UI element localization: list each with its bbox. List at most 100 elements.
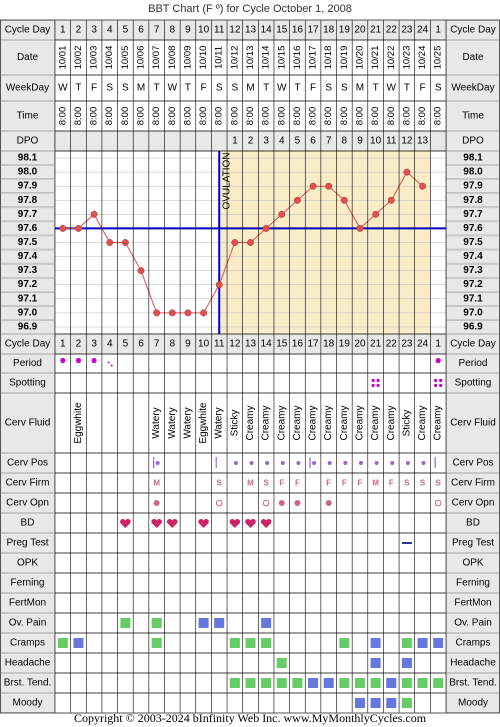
cycle-day-cell-bottom-bg <box>55 334 71 354</box>
cerv-firm-letter: F <box>326 479 331 488</box>
temperature-point <box>121 239 129 246</box>
spotting-dot <box>376 383 380 388</box>
row-label-cerv-opn: Cerv Opn <box>6 498 49 509</box>
row-label-right-cramps: Cramps <box>455 638 490 649</box>
cycle-day-cell-bg <box>164 20 181 40</box>
dpo-cell: 12 <box>401 136 413 147</box>
temperature-point <box>59 224 67 232</box>
weekday-cell: S <box>325 83 332 94</box>
bd-heart-icon <box>245 518 256 528</box>
time-cell: 8:00 <box>370 107 381 126</box>
y-tick-label: 97.2 <box>18 279 38 290</box>
cycle-day-cell-bottom: 5 <box>123 339 129 350</box>
ov-pain-square <box>151 618 162 628</box>
y-tick-label: 97.7 <box>18 209 38 220</box>
period-dot <box>60 357 66 364</box>
weekday-cell: S <box>216 83 223 94</box>
cerv-opn-dot <box>153 500 160 506</box>
y-tick-label-right: 97.7 <box>463 209 483 220</box>
ov-pain-square <box>261 618 272 628</box>
weekday-cell: S <box>435 83 442 94</box>
row-label-bg-right <box>446 101 500 131</box>
ov-pain-square <box>198 618 209 628</box>
cerv-pos-dot <box>265 461 270 465</box>
temperature-point <box>106 239 114 246</box>
cycle-day-cell-bottom-bg <box>367 334 384 354</box>
cerv-fluid-label: Watery <box>167 407 178 438</box>
cerv-pos-dot <box>249 461 254 465</box>
row-label-bd: BD <box>21 518 35 529</box>
period-dot <box>91 357 97 364</box>
time-cell: 8:00 <box>308 107 319 126</box>
period-light-dot <box>107 361 110 364</box>
row-label-preg-test: Preg Test <box>6 538 48 549</box>
weekday-cell: T <box>373 83 379 94</box>
cycle-day-cell: 13 <box>245 25 257 36</box>
cerv-fluid-label: Watery <box>151 407 162 438</box>
date-cell: 10/10 <box>198 46 209 70</box>
date-cell: 10/19 <box>339 46 350 70</box>
weekday-cell: T <box>154 83 160 94</box>
row-label-right-ferning: Ferning <box>456 578 490 589</box>
dpo-cell: 10 <box>370 136 382 147</box>
dpo-cell-bg <box>414 131 431 151</box>
row-label-cycle-day: Cycle Day <box>5 339 51 350</box>
cerv-fluid-label: Sticky <box>401 410 412 437</box>
row-label-right-cerv-fluid: Cerv Fluid <box>450 418 496 429</box>
temperature-point <box>325 182 333 190</box>
cycle-day-cell-bg <box>336 20 353 40</box>
cerv-opn-ring <box>215 499 223 507</box>
cycle-day-cell-bottom: 24 <box>417 339 429 350</box>
dpo-cell: 13 <box>417 136 429 147</box>
dpo-cell-bg <box>367 131 384 151</box>
cycle-day-cell-bg <box>305 20 321 40</box>
cramps-square <box>151 638 162 648</box>
date-cell: 10/12 <box>229 46 240 70</box>
cerv-fluid-label: Creamy <box>276 405 287 440</box>
period-light-dot <box>110 364 113 367</box>
row-label-right-cycle-day: Cycle Day <box>450 339 496 350</box>
row-label-time: Time <box>17 111 39 122</box>
cycle-day-cell-bg <box>414 20 431 40</box>
cerv-fluid-label: Creamy <box>433 405 444 440</box>
cycle-day-cell: 6 <box>138 25 144 36</box>
cycle-day-cell-bottom-bg <box>101 334 118 354</box>
cycle-day-cell-bg <box>352 20 368 40</box>
headache-square <box>401 658 412 668</box>
cerv-fluid-label: Eggwhite <box>198 402 209 444</box>
cycle-day-cell: 23 <box>401 25 413 36</box>
cerv-fluid-label: Watery <box>214 407 225 438</box>
cramps-square <box>339 638 350 648</box>
temperature-point <box>293 196 301 204</box>
weekday-cell: W <box>58 83 68 94</box>
row-label-bg-left <box>0 101 55 131</box>
time-cell: 8:00 <box>417 107 428 126</box>
cycle-day-cell-bottom-bg <box>383 334 400 354</box>
cramps-square <box>57 638 68 648</box>
weekday-cell: S <box>341 83 348 94</box>
cycle-day-cell-bottom: 23 <box>401 339 413 350</box>
bd-heart-icon <box>167 518 178 528</box>
cramps-square <box>370 638 381 648</box>
cycle-day-cell: 1 <box>435 25 441 36</box>
cerv-fluid-label: Creamy <box>417 405 428 440</box>
temperature-point <box>309 182 317 190</box>
cerv-pos-dot <box>421 461 426 465</box>
cerv-fluid-label: Creamy <box>339 405 350 440</box>
cycle-day-cell-bottom-bg <box>352 334 368 354</box>
cerv-pos-dot <box>405 461 410 465</box>
date-cell: 10/18 <box>323 46 334 70</box>
temperature-point <box>340 196 348 204</box>
time-cell: 8:00 <box>89 107 100 126</box>
time-cell: 8:00 <box>151 107 162 126</box>
bd-heart-icon <box>260 518 272 528</box>
headache-square <box>370 658 381 668</box>
period-dot <box>75 357 82 364</box>
dpo-cell-bg <box>320 131 337 151</box>
spotting-dot <box>434 378 438 383</box>
row-label-right-time: Time <box>462 111 484 122</box>
cerv-fluid-label: Eggwhite <box>73 402 84 444</box>
row-label-right-period: Period <box>459 358 488 369</box>
y-tick-label: 98.0 <box>18 167 38 178</box>
brst-tend-square <box>401 678 412 688</box>
